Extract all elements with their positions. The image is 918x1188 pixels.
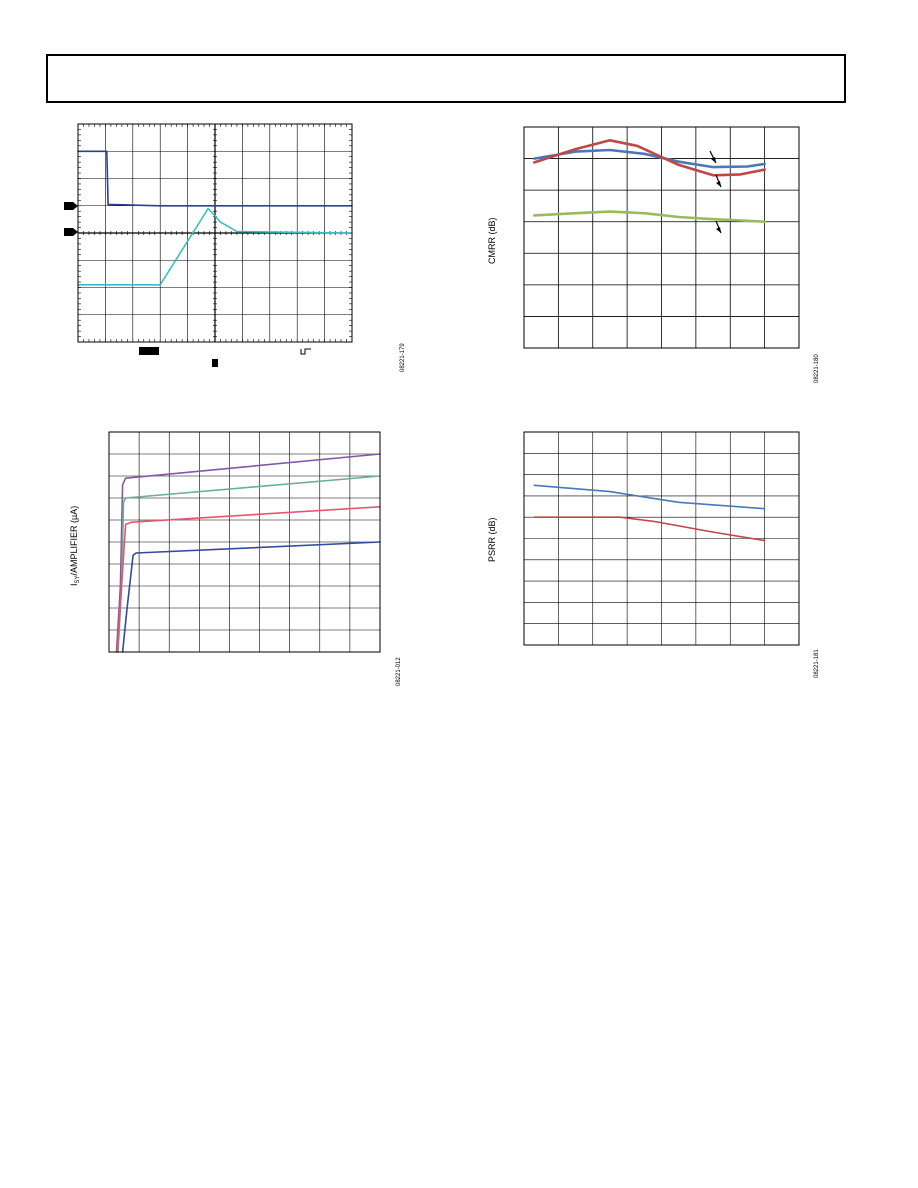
psrr-plot-frame <box>523 431 800 646</box>
isy-y-axis-label-rest: /AMPLIFIER (µA) <box>69 505 79 576</box>
isy-figure-id: 08221-012 <box>396 657 402 686</box>
isy-y-axis-label: ISY/AMPLIFIER (µA) <box>69 506 81 586</box>
cmrr-arrowhead-icon <box>711 157 716 163</box>
cmrr-series-1-line <box>533 139 766 177</box>
cmrr-grid <box>524 127 799 348</box>
isy-grid <box>109 432 380 652</box>
psrr-chart <box>523 431 800 646</box>
cmrr-series-2-line <box>533 210 766 223</box>
channel-box-marker <box>139 347 159 355</box>
cmrr-chart-svg <box>523 126 800 349</box>
scope-chart <box>77 123 353 343</box>
isy-y-axis-label-main: I <box>69 583 79 586</box>
psrr-figure-id: 08221-181 <box>814 649 820 678</box>
cmrr-figure-id: 08221-180 <box>814 354 820 383</box>
trigger-edge-icon <box>300 348 311 355</box>
cmrr-arrowhead-icon <box>716 181 721 187</box>
scope-chart-svg <box>77 123 353 343</box>
cmrr-plot-frame <box>523 126 800 349</box>
isy-y-axis-label-sub: SY <box>75 575 81 584</box>
isy-chart <box>108 431 381 653</box>
cmrr-chart <box>523 126 800 349</box>
cmrr-y-axis-label: CMRR (dB) <box>487 217 497 265</box>
psrr-series-0-line <box>533 484 766 510</box>
psrr-series-1-line <box>533 516 766 542</box>
cmrr-arrowhead-icon <box>716 227 721 233</box>
scope-series-0-line <box>77 150 353 207</box>
trigger-marker <box>212 359 218 367</box>
scope-plot-frame <box>77 123 353 343</box>
scope-series-1-line <box>77 207 353 286</box>
cmrr-arrows <box>709 150 722 234</box>
channel-1-marker <box>64 202 78 210</box>
psrr-y-axis-label: PSRR (dB) <box>487 517 497 562</box>
isy-plot-frame <box>108 431 381 653</box>
isy-series-3-line <box>121 541 381 653</box>
page-header-box <box>46 54 846 103</box>
psrr-chart-svg <box>523 431 800 646</box>
isy-series-2-line <box>116 506 381 653</box>
isy-series-0-line <box>115 453 381 653</box>
psrr-grid <box>524 432 799 645</box>
scope-figure-id: 08221-179 <box>400 343 406 372</box>
channel-2-marker <box>64 228 78 236</box>
isy-chart-svg <box>108 431 381 653</box>
